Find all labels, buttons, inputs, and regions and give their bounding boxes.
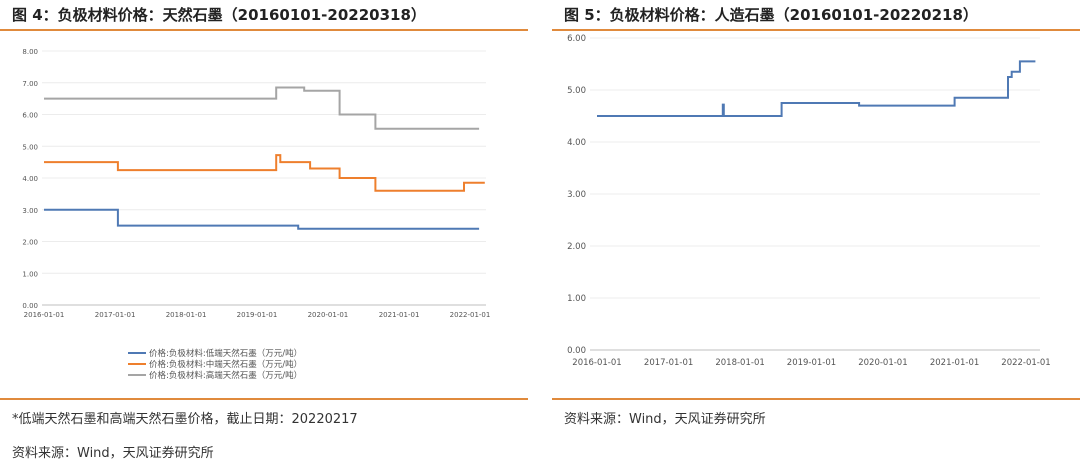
right-source: 资料来源：Wind，天风证券研究所 <box>564 412 766 427</box>
x-tick-label: 2016-01-01 <box>572 358 621 368</box>
right-bottom-rule <box>552 398 1080 400</box>
y-tick-label: 2.00 <box>567 242 586 252</box>
x-tick-label: 2017-01-01 <box>644 358 693 368</box>
y-tick-label: 1.00 <box>22 270 38 278</box>
y-tick-label: 3.00 <box>567 190 586 200</box>
right-chart: 0.00 1.00 2.00 3.00 4.00 5.00 6.00 2016-01-01 20… <box>567 34 1051 368</box>
y-tick-label: 5.00 <box>567 86 586 96</box>
x-tick-label: 2018-01-01 <box>715 358 764 368</box>
left-bottom-rule <box>0 398 528 400</box>
y-tick-label: 0.00 <box>567 346 586 356</box>
y-tick-label: 7.00 <box>22 80 38 88</box>
x-tick-label: 2016-01-01 <box>24 311 65 319</box>
x-tick-label: 2019-01-01 <box>237 311 278 319</box>
left-footnote: *低端天然石墨和高端天然石墨价格，截止日期：20220217 <box>12 412 358 427</box>
x-tick-label: 2018-01-01 <box>166 311 207 319</box>
x-tick-label: 2021-01-01 <box>379 311 420 319</box>
y-tick-label: 5.00 <box>22 143 38 151</box>
left-figure-panel: 图 4：负极材料价格：天然石墨（20160101-20220318） 0.00 1… <box>0 0 528 464</box>
y-tick-label: 3.00 <box>22 207 38 215</box>
left-figure-title: 图 4：负极材料价格：天然石墨（20160101-20220318） <box>12 6 426 24</box>
right-top-rule <box>552 29 1080 31</box>
legend-label: 价格:负极材料:中端天然石墨（万元/吨） <box>149 359 302 370</box>
x-tick-label: 2020-01-01 <box>858 358 907 368</box>
y-tick-label: 6.00 <box>22 112 38 120</box>
y-tick-label: 0.00 <box>22 302 38 310</box>
left-top-rule <box>0 29 528 31</box>
left-chart: 0.00 1.00 2.00 3.00 4.00 5.00 6.00 7.00 8.00 2016… <box>22 48 491 381</box>
x-tick-label: 2022-01-01 <box>450 311 491 319</box>
series-line-1 <box>44 154 485 192</box>
legend-label: 价格:负极材料:低端天然石墨（万元/吨） <box>149 348 302 359</box>
legend-label: 价格:负极材料:高端天然石墨（万元/吨） <box>149 370 302 381</box>
y-tick-label: 8.00 <box>22 48 38 56</box>
series-line-0 <box>44 208 480 230</box>
x-tick-label: 2022-01-01 <box>1001 358 1050 368</box>
series-line-0 <box>597 60 1036 117</box>
y-tick-label: 2.00 <box>22 239 38 247</box>
x-tick-label: 2017-01-01 <box>95 311 136 319</box>
right-figure-panel: 图 5：负极材料价格：人造石墨（20160101-20220218） 0.00 1… <box>552 0 1080 464</box>
right-figure-title: 图 5：负极材料价格：人造石墨（20160101-20220218） <box>564 6 978 24</box>
series-line-2 <box>44 86 480 130</box>
left-source: 资料来源：Wind，天风证券研究所 <box>12 446 214 461</box>
y-tick-label: 6.00 <box>567 34 586 44</box>
y-tick-label: 4.00 <box>22 175 38 183</box>
y-tick-label: 4.00 <box>567 138 586 148</box>
y-tick-label: 1.00 <box>567 294 586 304</box>
x-tick-label: 2021-01-01 <box>930 358 979 368</box>
x-tick-label: 2020-01-01 <box>308 311 349 319</box>
x-tick-label: 2019-01-01 <box>787 358 836 368</box>
